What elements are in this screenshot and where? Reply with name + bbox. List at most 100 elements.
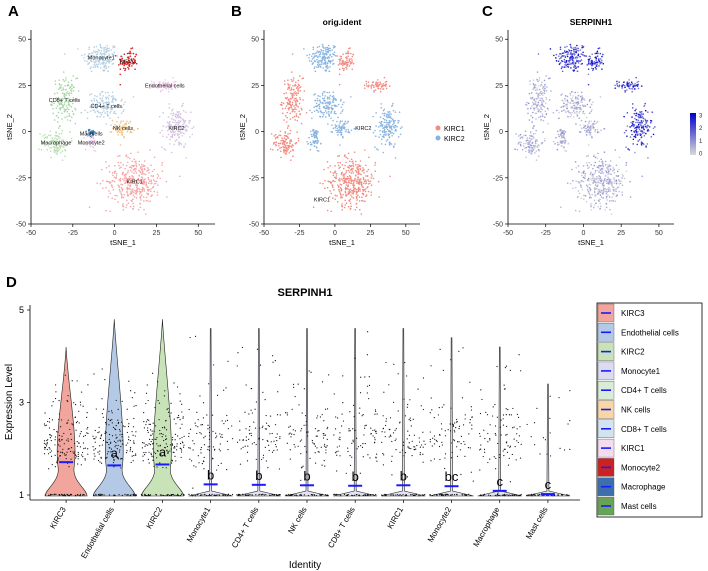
cell-point [326, 91, 328, 94]
cell-point [132, 194, 135, 196]
expression-point [87, 432, 89, 435]
cell-point [647, 111, 649, 113]
cell-point [558, 117, 560, 120]
cell-point [365, 194, 368, 197]
expression-point [49, 448, 51, 450]
expression-point [169, 444, 172, 446]
cell-point [324, 59, 326, 62]
cell-point [609, 179, 612, 181]
cell-point [62, 87, 65, 89]
expression-point [227, 493, 230, 495]
cell-point [321, 57, 324, 60]
expression-point [153, 451, 155, 453]
expression-point [104, 432, 106, 434]
cell-point [605, 195, 608, 198]
cell-point [639, 130, 642, 133]
cell-point [625, 146, 627, 148]
expression-point [49, 436, 51, 439]
cell-point [111, 172, 114, 174]
cell-point [330, 192, 333, 195]
expression-point [58, 418, 60, 420]
cell-point [64, 108, 66, 111]
cell-point [172, 114, 174, 117]
cell-point [322, 49, 325, 52]
cell-point [349, 198, 352, 201]
cell-point [390, 143, 393, 145]
expression-point [171, 460, 173, 462]
expression-point [171, 444, 174, 446]
cell-point [532, 79, 535, 81]
cell-point [519, 133, 522, 136]
cell-point [568, 61, 571, 64]
expression-point [119, 449, 121, 451]
cell-point [332, 95, 335, 97]
cell-point [592, 67, 595, 70]
cell-point [295, 141, 298, 144]
cell-point [122, 205, 125, 208]
cell-point [50, 156, 52, 159]
cell-point [289, 159, 292, 161]
cell-point [588, 122, 590, 124]
cell-point [143, 173, 145, 175]
cell-point [587, 124, 589, 126]
cell-point [312, 141, 315, 144]
cell-point [315, 55, 318, 57]
cell-point [392, 119, 395, 122]
cell-point [626, 135, 628, 138]
cell-point [614, 84, 616, 87]
cell-point [593, 154, 595, 156]
cell-point [132, 96, 135, 98]
cell-point [296, 105, 298, 107]
cell-point [591, 193, 593, 196]
expression-point [151, 438, 153, 441]
cell-point [171, 83, 173, 85]
cell-point [53, 119, 56, 121]
cell-point [130, 189, 133, 191]
expression-point [226, 469, 228, 471]
cell-point [581, 96, 584, 99]
cell-point [101, 168, 103, 171]
cell-point [580, 99, 583, 102]
cell-point [607, 173, 609, 176]
expression-point [182, 417, 184, 419]
cell-point [174, 83, 176, 86]
cell-point [95, 45, 98, 48]
cell-point [332, 119, 334, 122]
cell-point [108, 94, 111, 97]
cell-point [164, 149, 167, 151]
cell-point [81, 54, 83, 57]
cell-point [330, 130, 333, 133]
cell-point [332, 180, 334, 182]
cell-point [589, 63, 592, 65]
expression-point [60, 493, 63, 495]
cell-point [301, 108, 303, 111]
cell-point [98, 102, 101, 104]
cell-point [580, 108, 582, 111]
cell-point [532, 88, 535, 90]
cell-point [289, 129, 292, 132]
cell-point [339, 100, 342, 102]
cell-point [529, 107, 532, 110]
cell-point [592, 101, 594, 104]
expression-point [75, 429, 77, 431]
cell-point [348, 171, 351, 173]
cell-point [590, 164, 593, 166]
cell-point [314, 99, 317, 102]
cell-point [345, 177, 348, 180]
cell-point [311, 58, 314, 60]
cell-point [118, 125, 121, 128]
cell-point [340, 133, 342, 136]
expression-point [135, 454, 137, 456]
cell-point [310, 55, 313, 57]
cell-point [322, 63, 324, 65]
cell-point [585, 161, 588, 164]
cell-point [340, 195, 342, 197]
cell-point [342, 53, 344, 56]
cell-point [58, 79, 60, 81]
cell-point [561, 132, 564, 134]
expression-point [207, 446, 209, 448]
cell-point [104, 46, 107, 49]
cell-point [564, 109, 566, 112]
cell-point [630, 121, 632, 124]
expression-point [84, 447, 87, 449]
